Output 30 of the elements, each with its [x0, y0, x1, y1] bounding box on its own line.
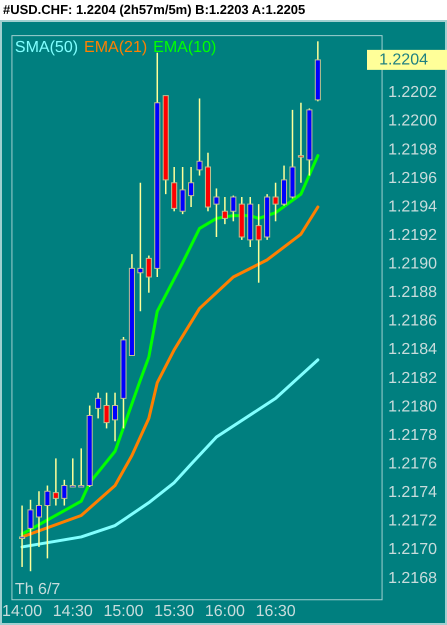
y-tick-label: 1.2188 — [388, 284, 438, 302]
y-tick-label: 1.2174 — [388, 484, 438, 502]
x-tick-label: 16:00 — [204, 602, 245, 620]
y-tick-label: 1.2176 — [388, 456, 438, 473]
y-tick-label: 1.2170 — [388, 541, 438, 558]
text: EMA(10) — [153, 39, 216, 56]
y-tick-label: 1.2180 — [388, 398, 438, 416]
y-tick-label: 1.2172 — [388, 512, 438, 530]
x-tick-label: 15:30 — [154, 602, 194, 620]
x-tick-label: 15:00 — [103, 602, 144, 620]
annotation: 1.2204 — [379, 51, 428, 68]
y-tick-label: 1.2202 — [388, 84, 438, 102]
chart-title: #USD.CHF: 1.2204 (2h57m/5m) B:1.2203 A:1.2205 — [2, 1, 306, 19]
y-tick-label: 1.2184 — [388, 341, 438, 358]
y-tick-label: 1.2192 — [388, 226, 438, 244]
y-tick-label: 1.2194 — [388, 198, 438, 216]
y-tick-label: 1.2186 — [388, 312, 438, 330]
text: SMA(50) — [14, 39, 78, 56]
y-tick-label: 1.2196 — [388, 170, 438, 187]
y-tick-label: 1.2200 — [388, 112, 438, 130]
y-tick-label: 1.2178 — [388, 426, 438, 444]
text: EMA(21) — [84, 39, 148, 56]
x-tick-label: 16:30 — [256, 602, 296, 620]
x-tick-label: 14:30 — [52, 602, 93, 620]
x-tick-label: 14:00 — [2, 602, 42, 620]
annotation: Th 6/7 — [14, 581, 60, 598]
y-tick-label: 1.2190 — [388, 256, 438, 273]
y-tick-label: 1.2198 — [388, 141, 438, 158]
y-tick-label: 1.2168 — [388, 570, 438, 587]
y-tick-label: 1.2182 — [388, 370, 438, 387]
